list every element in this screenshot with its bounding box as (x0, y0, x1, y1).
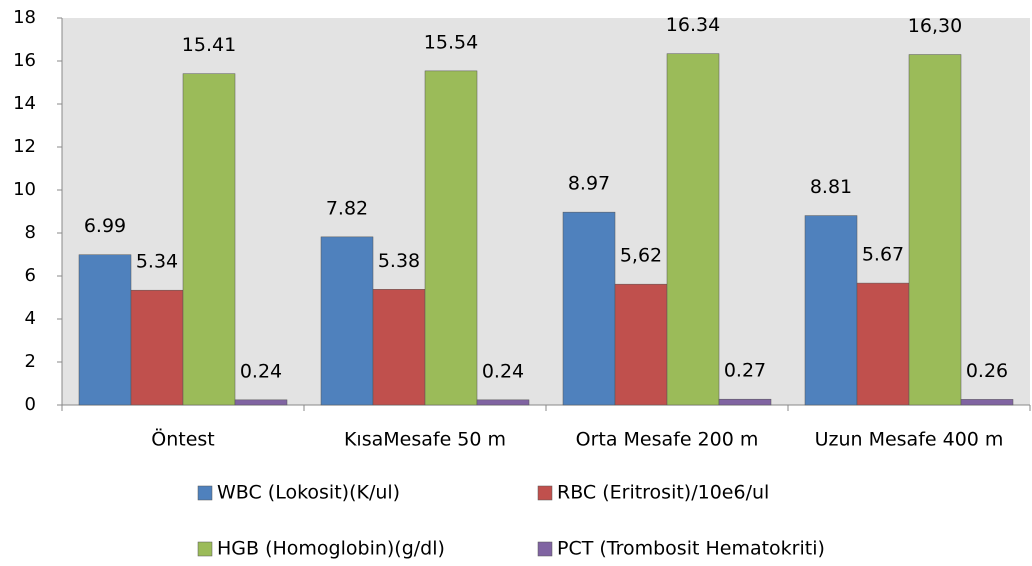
bar (718, 398, 772, 406)
data-label: 15.41 (182, 34, 236, 56)
bar (960, 399, 1014, 406)
data-label: 5,62 (620, 245, 662, 267)
x-tick-label: Öntest (151, 428, 215, 451)
bar (666, 53, 720, 406)
legend-swatch (197, 485, 213, 501)
data-label: 16.34 (666, 14, 720, 36)
y-tick-label: 10 (13, 179, 36, 200)
legend-label: RBC (Eritrosit)/10e6/ul (557, 482, 769, 504)
y-tick-label: 8 (25, 222, 36, 243)
y-tick-label: 16 (13, 50, 36, 71)
bar (424, 70, 478, 406)
y-tick-label: 2 (25, 351, 36, 372)
data-label: 7.82 (326, 197, 368, 219)
data-label: 0.24 (482, 360, 524, 382)
y-tick-label: 0 (25, 394, 36, 415)
legend-label: WBC (Lokosit)(K/ul) (217, 482, 400, 504)
data-label: 6.99 (84, 215, 126, 237)
y-tick-label: 6 (25, 265, 36, 286)
bar (562, 211, 616, 406)
data-label: 0.24 (240, 360, 282, 382)
data-label: 8.81 (810, 176, 852, 198)
bar (908, 54, 962, 406)
data-label: 0.26 (966, 360, 1008, 382)
bar (856, 282, 910, 406)
bar (476, 399, 530, 406)
legend-swatch (537, 485, 553, 501)
legend-swatch (197, 541, 213, 557)
bar (78, 254, 132, 406)
data-label: 16,30 (908, 15, 962, 37)
x-tick-label: Uzun Mesafe 400 m (815, 429, 1004, 451)
legend-label: HGB (Homoglobin)(g/dl) (217, 538, 445, 560)
bar (804, 215, 858, 406)
data-label: 5.38 (378, 250, 420, 272)
data-label: 15.54 (424, 31, 478, 53)
bar (320, 236, 374, 406)
x-tick-label: KısaMesafe 50 m (344, 429, 506, 451)
data-label: 5.34 (136, 251, 178, 273)
data-label: 5.67 (862, 244, 904, 266)
data-label: 0.27 (724, 360, 766, 382)
data-label: 8.97 (568, 173, 610, 195)
legend-label: PCT (Trombosit Hematokriti) (557, 538, 825, 560)
bar (234, 399, 288, 406)
bar (182, 73, 236, 406)
bar (614, 283, 668, 406)
x-tick-label: Orta Mesafe 200 m (576, 429, 759, 451)
bar (372, 289, 426, 406)
legend-swatch (537, 541, 553, 557)
y-tick-label: 12 (13, 136, 36, 157)
y-tick-label: 4 (25, 308, 36, 329)
y-tick-label: 14 (13, 93, 36, 114)
bar (130, 289, 184, 406)
y-tick-label: 18 (13, 7, 36, 28)
